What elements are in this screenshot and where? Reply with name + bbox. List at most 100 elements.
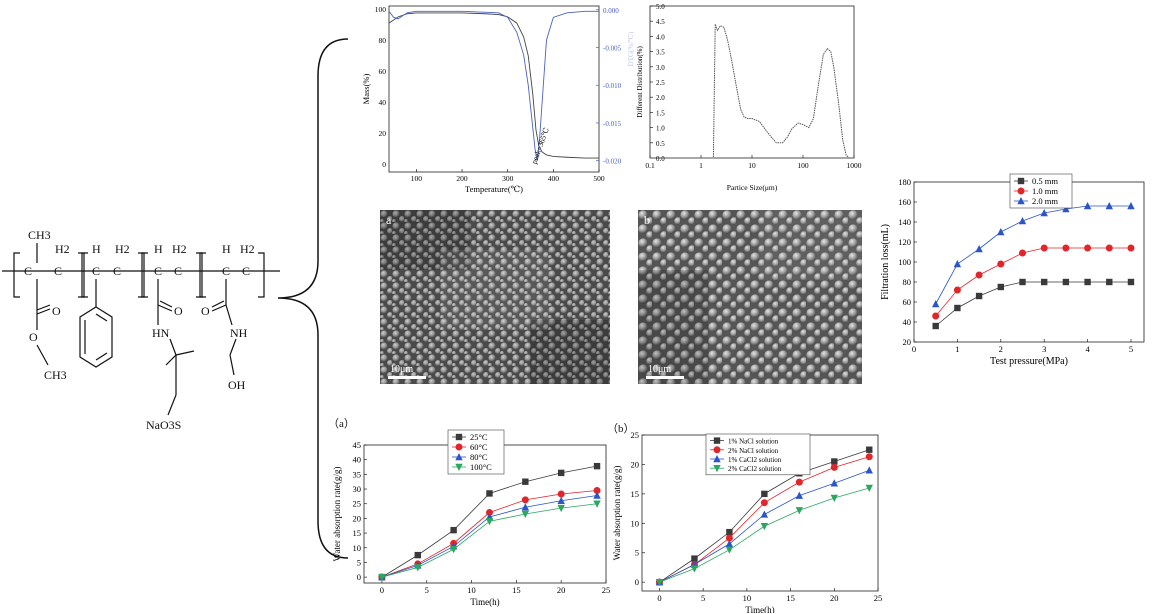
svg-text:C: C [222, 264, 230, 278]
water-absorption-salt-chart: 0 5 10 15 20 25 0 5 10 15 20 25 Time(h) Water absorpt… [612, 430, 882, 613]
legend-label-3: 2% CaCl2 solution [728, 465, 782, 473]
y-tick-label: 45 [353, 440, 362, 450]
data-point-0-2 [450, 526, 457, 534]
data-point-1-6 [593, 487, 601, 495]
y-tick-label: 120 [898, 237, 911, 247]
legend-marker-2 [713, 455, 721, 463]
chem-nao3s: NaO3S [146, 418, 181, 432]
y-tick-label: 2.5 [656, 79, 665, 87]
data-point-0-4 [522, 478, 529, 485]
y-tick-label: 20 [379, 129, 387, 138]
y-tick-label: 20 [353, 513, 362, 523]
data-point-1-8 [1105, 244, 1113, 252]
x-tick-label: 200 [456, 174, 468, 183]
y-axis-label: Water absorption rate(g/g) [612, 466, 622, 561]
x-tick-label: 100 [411, 174, 423, 183]
data-point-3-6 [593, 500, 601, 508]
data-point-2-6 [593, 491, 601, 499]
data-point-0-5 [831, 458, 838, 465]
series-line-1 [381, 490, 598, 578]
x-axis-label: Time(h) [470, 597, 499, 607]
data-point-3-6 [865, 484, 873, 492]
legend-marker-0 [455, 433, 463, 441]
chem-o-2: O [29, 330, 38, 344]
y2-axis-label: DTG(%/℃) [627, 31, 635, 66]
sem-a-scale-label: 10μm [390, 364, 414, 375]
mass-curve [388, 12, 599, 159]
data-point-2-2 [975, 245, 983, 253]
panel-label-a: （a） [328, 418, 355, 430]
x-tick-label: 400 [548, 174, 560, 183]
sem-b-tag: b [644, 213, 650, 227]
y-tick-label: 40 [379, 98, 387, 107]
data-point-3-0 [378, 573, 386, 582]
legend-marker-3 [713, 465, 721, 473]
y-tick-label: 2.0 [656, 94, 665, 102]
x-tick-label: 1 [699, 161, 703, 170]
x-tick-label: 2 [999, 344, 1003, 354]
chem-h2-1: H2 [55, 242, 70, 256]
x-tick-label: 300 [502, 174, 514, 183]
y2-tick-label: -0.020 [603, 158, 622, 166]
data-point-1-4 [795, 478, 803, 486]
y-tick-label: 60 [379, 67, 387, 76]
y-tick-label: 30 [353, 484, 362, 494]
legend-label-1: 60°C [470, 442, 488, 452]
y-tick-label: 4.5 [656, 18, 665, 26]
filtration-loss-chart: 0 1 2 3 4 5 20 40 60 80 100 120 140 160 180 Test pressu… [880, 173, 1145, 367]
svg-text:C: C [154, 264, 162, 278]
plot-frame [649, 5, 855, 159]
y-tick-label: 180 [898, 177, 911, 187]
data-point-1-3 [485, 509, 493, 517]
data-point-3-2 [449, 546, 458, 554]
data-point-3-3 [485, 518, 494, 526]
x-tick-label: 0 [912, 344, 916, 354]
legend-label-2: 2.0 mm [1032, 196, 1058, 206]
data-point-2-0 [931, 300, 940, 308]
x-tick-label: 5 [1129, 344, 1133, 354]
y-tick-label: 20 [903, 337, 912, 347]
svg-text:C: C [113, 264, 121, 278]
data-point-1-5 [557, 490, 565, 498]
svg-text:C: C [54, 264, 62, 278]
data-point-3-5 [830, 494, 838, 502]
chem-h2-7: H2 [240, 242, 255, 256]
data-point-0-1 [954, 304, 961, 312]
y-tick-label: 5 [635, 548, 639, 558]
y-tick-label: 40 [903, 317, 912, 327]
data-point-2-5 [557, 496, 565, 504]
y-tick-label: 1.0 [656, 125, 665, 133]
legend-marker-2 [1017, 197, 1025, 205]
data-point-0-6 [1062, 278, 1070, 286]
sem-image-a: a 10μm [380, 210, 610, 384]
data-point-1-0 [932, 312, 940, 320]
data-point-0-5 [1040, 278, 1048, 286]
y-tick-label: 25 [631, 430, 640, 440]
data-point-0-1 [414, 551, 421, 559]
sem-a-tag: a [386, 213, 392, 227]
legend-marker-3 [455, 463, 463, 471]
y-tick-label: 25 [353, 499, 362, 509]
y-tick-label: 40 [353, 455, 362, 465]
data-point-2-1 [953, 260, 962, 268]
plot-frame [388, 5, 600, 173]
panel-label-b: （b） [607, 423, 635, 435]
y-tick-label: 160 [898, 197, 911, 207]
x-tick-label: 1 [955, 344, 959, 354]
legend-marker-1 [713, 446, 721, 454]
data-point-1-6 [1062, 244, 1070, 252]
chem-h-2: H [92, 242, 101, 256]
legend-label-1: 1.0 mm [1032, 186, 1058, 196]
y-tick-label: 5 [357, 557, 361, 567]
chem-ch3-bottom: CH3 [44, 368, 67, 382]
series-line-1 [659, 456, 870, 583]
legend-marker-1 [455, 443, 463, 451]
data-point-0-8 [1106, 278, 1113, 286]
x-tick-label: 10 [467, 585, 476, 595]
data-point-3-1 [690, 565, 699, 573]
legend-label-0: 1% NaCl solution [728, 438, 779, 446]
x-axis-label: Temperature(℃) [465, 184, 523, 194]
y-tick-label: 35 [353, 469, 362, 479]
y-tick-label: 15 [631, 489, 640, 499]
